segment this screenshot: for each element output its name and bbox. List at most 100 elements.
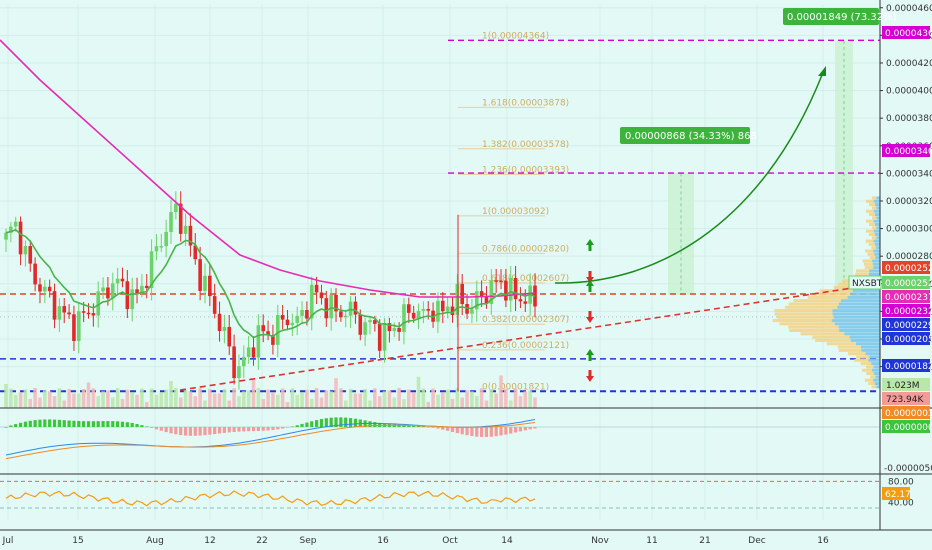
volume-profile-bar-up xyxy=(866,365,874,369)
candle-body xyxy=(402,304,406,332)
candle-body xyxy=(62,306,67,313)
volume-bar xyxy=(188,391,193,408)
time-axis-label: 21 xyxy=(699,536,710,546)
volume-bar xyxy=(440,392,445,408)
macd-histogram-bar xyxy=(348,418,353,427)
macd-histogram-bar xyxy=(271,427,275,431)
volume-profile-bar-up xyxy=(865,249,874,253)
down-arrow-icon xyxy=(586,271,594,283)
volume-bar xyxy=(382,391,387,408)
volume-bar xyxy=(494,393,498,408)
price-tag xyxy=(882,290,930,303)
candle-body xyxy=(261,325,266,332)
volume-profile-bar-up xyxy=(774,309,833,313)
macd-histogram-bar xyxy=(329,417,333,427)
volume-bar xyxy=(18,392,23,408)
moving-averages xyxy=(0,39,536,339)
macd-histogram-bar xyxy=(295,425,299,427)
candle-body xyxy=(193,245,198,260)
macd-histogram-bar xyxy=(38,419,42,427)
volume-bar xyxy=(246,390,251,408)
volume-profile-bar-up xyxy=(868,381,875,385)
candle-body xyxy=(314,284,319,293)
price-tag-label: 0.00002324 xyxy=(885,307,932,317)
macd-histogram-bar xyxy=(446,427,450,431)
candle-body xyxy=(106,287,110,299)
volume-profile-bar-down xyxy=(873,229,880,233)
volume-bar xyxy=(38,397,42,408)
volume-profile-bar-up xyxy=(826,342,857,346)
volume-tag xyxy=(882,378,930,391)
volume-bar xyxy=(387,390,392,408)
candle-body xyxy=(280,314,285,320)
macd-tag xyxy=(882,420,930,433)
volume-profile-bar-up xyxy=(871,236,877,240)
macd-histogram-bar xyxy=(480,427,484,437)
macd-histogram-bar xyxy=(62,420,66,427)
macd-histogram-bar xyxy=(416,425,421,427)
volume-profile-bar-down xyxy=(860,345,880,349)
macd-histogram-bar xyxy=(533,427,537,429)
macd-histogram-bar xyxy=(441,427,445,430)
volume-profile-bar-up xyxy=(833,285,860,289)
candle-body xyxy=(407,304,411,313)
volume-profile-bar-down xyxy=(876,236,880,240)
macd-histogram-bar xyxy=(149,427,154,428)
volume-profile-bar-down xyxy=(876,385,880,389)
volume-profile-bar-down xyxy=(871,362,880,366)
projection-curve-line xyxy=(554,74,823,284)
candle-body xyxy=(416,310,421,319)
macd-histogram-bar xyxy=(310,421,314,427)
volume-bar xyxy=(339,388,343,408)
macd-pane xyxy=(0,407,932,460)
volume-bar xyxy=(324,390,329,408)
volume-profile-bar-down xyxy=(875,256,880,260)
time-axis-label: Nov xyxy=(591,536,609,546)
volume-profile-bar-up xyxy=(812,335,850,339)
volume-bar xyxy=(232,388,236,408)
candle-body xyxy=(174,203,178,213)
candle-body xyxy=(178,203,183,234)
volume-tag xyxy=(882,392,930,405)
macd-histogram-bar xyxy=(130,423,134,427)
volume-bar xyxy=(392,397,397,408)
volume-profile-bar-down xyxy=(833,315,880,319)
projection-arrow-head-icon xyxy=(818,66,826,76)
volume-profile-bar-up xyxy=(813,292,851,296)
volume-profile-bar-down xyxy=(868,358,880,362)
candle-body xyxy=(57,306,62,320)
volume-bar xyxy=(329,391,333,408)
macd-histogram-bar xyxy=(203,427,207,436)
price-tag xyxy=(882,261,930,274)
macd-histogram-bar xyxy=(465,427,469,436)
macd-histogram-bar xyxy=(208,427,212,435)
macd-histogram-bar xyxy=(120,421,125,427)
volume-bar xyxy=(334,378,338,408)
volume-bar xyxy=(377,396,382,408)
macd-histogram-bar xyxy=(484,427,489,437)
candle-body xyxy=(232,346,236,379)
volume-bar xyxy=(154,394,159,408)
volume-profile-bar-down xyxy=(875,375,880,379)
macd-histogram-bar xyxy=(198,427,202,436)
volume-profile-bar-up xyxy=(864,262,873,266)
macd-histogram-bar xyxy=(499,427,503,436)
macd-histogram-bar xyxy=(183,427,188,436)
macd-histogram-bar xyxy=(48,419,52,427)
volume-profile-bar-down xyxy=(850,292,880,296)
volume-profile-bar-up xyxy=(861,368,872,372)
macd-histogram-bar xyxy=(14,424,18,427)
volume-profile-bar-up xyxy=(855,272,869,276)
volume-profile-bar-up xyxy=(788,325,839,329)
candle-body xyxy=(470,309,474,314)
volume-profile-bar-down xyxy=(838,302,880,306)
volume-bar xyxy=(47,391,52,408)
horizontal-levels xyxy=(0,39,880,393)
macd-histogram-bar xyxy=(460,427,464,435)
fib-label: 1.236(0.00003393) xyxy=(482,165,569,175)
macd-histogram-bar xyxy=(237,427,241,432)
volume-profile-bar-up xyxy=(772,319,832,323)
macd-histogram-bar xyxy=(494,427,498,437)
volume-bar xyxy=(353,393,358,408)
volume-bar xyxy=(455,388,460,408)
